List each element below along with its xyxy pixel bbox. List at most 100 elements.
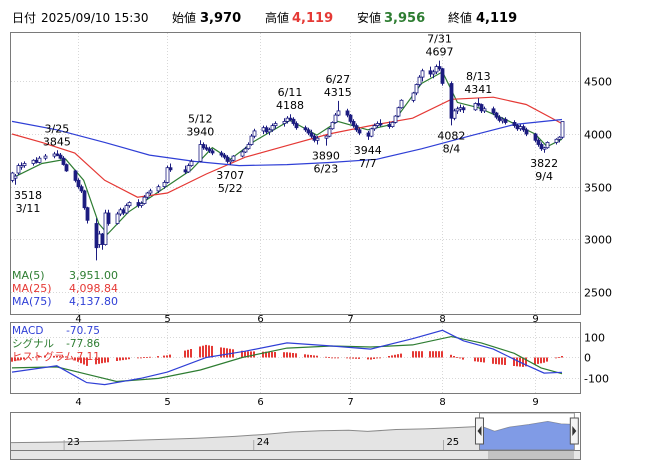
annotation-low-date: 8/4 [443, 142, 461, 155]
low-label: 安値 [357, 10, 381, 25]
y-tick-label: 3500 [584, 182, 612, 195]
candle-up [431, 71, 436, 75]
macd-histogram-bar [11, 357, 13, 362]
macd-histogram-bar [166, 355, 168, 358]
candle-down [440, 68, 445, 84]
macd-histogram-bar [513, 357, 515, 366]
x-tick-label-price: 7 [347, 314, 353, 325]
macd-histogram-bar [169, 354, 171, 358]
candle-down [61, 157, 66, 165]
macd-histogram-bar [140, 357, 142, 359]
macd-histogram-bar [495, 357, 497, 365]
macd-histogram-bar [205, 344, 207, 358]
candle-down [168, 167, 173, 171]
candle-down [309, 132, 314, 137]
candle-up [270, 125, 275, 131]
macd-histogram-bar [65, 356, 67, 358]
candle-down [357, 129, 362, 134]
macd-histogram-bar [122, 357, 124, 361]
scrollbar-thumb[interactable] [488, 451, 574, 459]
macd-histogram-bar [412, 351, 414, 358]
candle-down [207, 148, 212, 152]
x-tick-label-macd: 6 [257, 397, 263, 408]
macd-histogram-bar [143, 357, 145, 358]
macd-histogram-bar [391, 355, 393, 358]
macd-histogram-bar [415, 351, 417, 358]
annotation-low-date: 7/7 [359, 157, 377, 170]
candle-down [428, 70, 433, 75]
macd-histogram-bar [313, 355, 315, 358]
macd-y-tick-label: -100 [584, 373, 609, 386]
candle-down [303, 127, 308, 131]
candle-up [282, 121, 287, 124]
legend-ma75-label: MA(75) [12, 295, 52, 308]
candle-up [139, 203, 144, 206]
candle-up [252, 130, 257, 137]
candle-up [396, 107, 401, 117]
navigator-series: 23 24 25 [10, 412, 579, 451]
candle-up [162, 181, 167, 187]
macd-histogram-bar [86, 357, 88, 366]
annotation-low-date: 6/23 [314, 163, 339, 176]
macd-histogram-bar [450, 354, 452, 358]
macd-histogram-bar [477, 357, 479, 362]
annotation-high-value: 4697 [425, 46, 453, 59]
candle-up [22, 163, 27, 166]
legend-ma5-label: MA(5) [12, 269, 45, 282]
x-tick-label-macd: 8 [439, 397, 445, 408]
macd-histogram-bar [349, 357, 351, 359]
annotation-low-value: 3944 [354, 144, 382, 157]
macd-histogram-bar [104, 357, 106, 363]
annotation-low-value: 4082 [437, 129, 465, 142]
candle-down [312, 135, 317, 141]
macd-histogram-bar [107, 357, 109, 363]
macd-histogram-bar [453, 356, 455, 358]
navigator-handle-left[interactable] [474, 417, 484, 445]
y-axis-labels: 2500 3000 3500 4000 4500 -100 0 100 [584, 76, 612, 386]
macd-histogram-bar [304, 354, 306, 358]
macd-legend-macd-label: MACD [12, 325, 43, 337]
signal-line [11, 335, 563, 383]
candle-up [118, 209, 123, 215]
candle-up [228, 159, 233, 163]
candle-up [249, 135, 254, 145]
macd-histogram-bar [480, 357, 482, 363]
macd-series [11, 329, 563, 386]
macd-histogram-bar [516, 357, 518, 367]
candle-up [37, 157, 42, 163]
macd-histogram-bar [202, 345, 204, 358]
macd-line [11, 329, 563, 386]
date-label: 日付 [12, 11, 36, 25]
macd-histogram-bar [125, 357, 127, 360]
candle-up [198, 144, 203, 162]
candle-up [31, 159, 36, 164]
macd-histogram-bar [367, 357, 369, 360]
macd-histogram-bar [534, 357, 536, 365]
candle-up [500, 118, 505, 122]
annotation-high-value: 4315 [324, 86, 352, 99]
candle-up [13, 175, 18, 179]
macd-histogram-bar [286, 352, 288, 358]
candle-up [43, 155, 48, 159]
candle-down [536, 139, 541, 145]
macd-histogram-bar [283, 352, 285, 358]
annotation-low-date: 9/4 [535, 170, 553, 183]
macd-histogram-bar [498, 357, 500, 365]
navigator-handle-right[interactable] [569, 417, 579, 445]
candle-up [285, 117, 290, 122]
macd-histogram-bar [83, 357, 85, 365]
open-label: 始値 [172, 10, 196, 25]
navigator-scrollbar[interactable] [10, 450, 581, 460]
macd-histogram-bar [483, 357, 485, 363]
candle-down [524, 129, 529, 135]
candle-up [273, 123, 278, 126]
macd-histogram-bar [163, 355, 165, 358]
macd-histogram-bar [20, 357, 22, 360]
close-label: 終値 [448, 10, 472, 25]
candle-down [476, 103, 481, 106]
navigator-year-label: 24 [257, 437, 270, 448]
candle-down [121, 209, 126, 214]
macd-histogram-bar [492, 357, 494, 364]
